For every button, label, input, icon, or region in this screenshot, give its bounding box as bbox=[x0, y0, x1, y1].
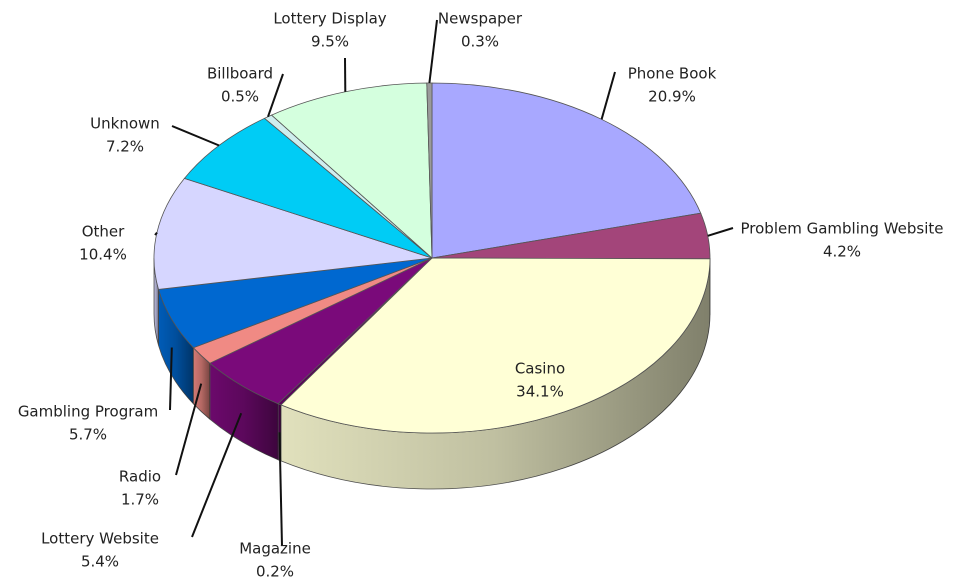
slice-label: Gambling Program bbox=[18, 403, 158, 421]
slice-value-label: 0.5% bbox=[221, 88, 259, 106]
side-shade bbox=[280, 258, 710, 489]
leader-line bbox=[169, 347, 173, 411]
side-shade bbox=[193, 347, 210, 420]
slice-label: Phone Book bbox=[628, 65, 717, 83]
slice bbox=[431, 82, 702, 259]
slice-label: Billboard bbox=[207, 65, 273, 83]
slice-value-label: 5.7% bbox=[69, 426, 107, 444]
slice-value-label: 5.4% bbox=[81, 553, 119, 571]
slice-label: Radio bbox=[119, 468, 161, 486]
slice-value-label: 34.1% bbox=[516, 383, 564, 401]
slice bbox=[280, 257, 711, 434]
leader-line bbox=[707, 227, 734, 237]
leader-line bbox=[171, 125, 220, 147]
slice-value-label: 7.2% bbox=[106, 138, 144, 156]
slice-value-label: 10.4% bbox=[79, 246, 127, 264]
slice-value-label: 1.7% bbox=[121, 491, 159, 509]
labels: Phone Book 20.9% Problem Gambling Website 4… bbox=[18, 10, 944, 581]
slice bbox=[426, 82, 433, 259]
slice-value-label: 0.3% bbox=[461, 33, 499, 51]
slice bbox=[153, 177, 433, 290]
slice-label: Casino bbox=[515, 360, 565, 378]
slice-label: Newspaper bbox=[438, 10, 523, 28]
slice bbox=[270, 82, 433, 259]
leader-line bbox=[600, 71, 616, 120]
leader-line bbox=[191, 412, 243, 538]
pie-sides bbox=[153, 257, 711, 490]
slice-label: Lottery Website bbox=[41, 530, 159, 548]
leader-line bbox=[278, 432, 283, 547]
pie-tops bbox=[153, 82, 711, 434]
leader-line bbox=[175, 383, 203, 476]
slice-label: Other bbox=[82, 223, 125, 241]
slice-value-label: 9.5% bbox=[311, 33, 349, 51]
side-shade bbox=[158, 289, 194, 404]
leader-line bbox=[154, 231, 158, 236]
slice-value-label: 4.2% bbox=[823, 243, 861, 261]
side-shade bbox=[154, 258, 159, 346]
slice-label: Problem Gambling Website bbox=[741, 220, 944, 238]
leader-line bbox=[428, 19, 438, 84]
slice-label: Unknown bbox=[90, 115, 160, 133]
slice-label: Lottery Display bbox=[273, 10, 386, 28]
slice-label: Magazine bbox=[239, 540, 311, 558]
side-shade bbox=[209, 363, 279, 460]
slice-value-label: 20.9% bbox=[648, 88, 696, 106]
leader-line bbox=[267, 73, 284, 118]
slice-value-label: 0.2% bbox=[256, 563, 294, 581]
